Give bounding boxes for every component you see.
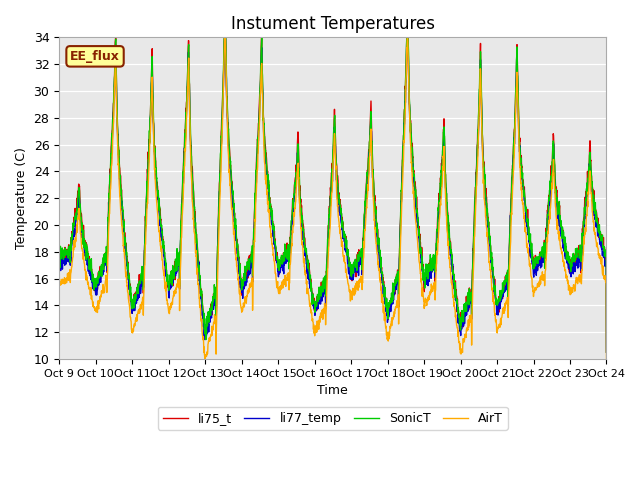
AirT: [55, 280, 63, 286]
Line: li75_t: li75_t: [59, 37, 607, 352]
li77_temp: [349, 271, 356, 276]
SonicT: [221, 35, 228, 40]
X-axis label: Time: Time: [317, 384, 348, 397]
li77_temp: [221, 35, 228, 40]
SonicT: [603, 349, 611, 355]
SonicT: [570, 258, 577, 264]
li77_temp: [554, 216, 562, 221]
li77_temp: [361, 214, 369, 220]
Title: Instument Temperatures: Instument Temperatures: [231, 15, 435, 33]
SonicT: [349, 263, 356, 269]
li75_t: [361, 208, 369, 214]
AirT: [349, 290, 356, 296]
Line: AirT: AirT: [59, 37, 607, 359]
li75_t: [55, 252, 63, 257]
li75_t: [570, 259, 577, 264]
Line: li77_temp: li77_temp: [59, 37, 607, 352]
SonicT: [492, 301, 500, 307]
SonicT: [361, 210, 369, 216]
li77_temp: [55, 259, 63, 264]
SonicT: [208, 300, 216, 306]
li77_temp: [570, 265, 577, 271]
Y-axis label: Temperature (C): Temperature (C): [15, 147, 28, 249]
AirT: [208, 324, 216, 329]
li77_temp: [492, 300, 500, 306]
Legend: li75_t, li77_temp, SonicT, AirT: li75_t, li77_temp, SonicT, AirT: [158, 407, 508, 430]
Text: EE_flux: EE_flux: [70, 50, 120, 63]
li75_t: [349, 271, 356, 277]
SonicT: [55, 257, 63, 263]
li75_t: [208, 311, 216, 317]
li75_t: [492, 298, 500, 303]
li75_t: [554, 201, 562, 206]
AirT: [603, 356, 611, 362]
AirT: [554, 231, 562, 237]
li77_temp: [603, 349, 611, 355]
li77_temp: [208, 311, 216, 316]
li75_t: [603, 349, 611, 355]
Line: SonicT: SonicT: [59, 37, 607, 352]
AirT: [361, 231, 369, 237]
AirT: [492, 317, 500, 323]
AirT: [221, 35, 228, 40]
SonicT: [554, 206, 562, 212]
li75_t: [112, 35, 120, 40]
AirT: [570, 282, 577, 288]
